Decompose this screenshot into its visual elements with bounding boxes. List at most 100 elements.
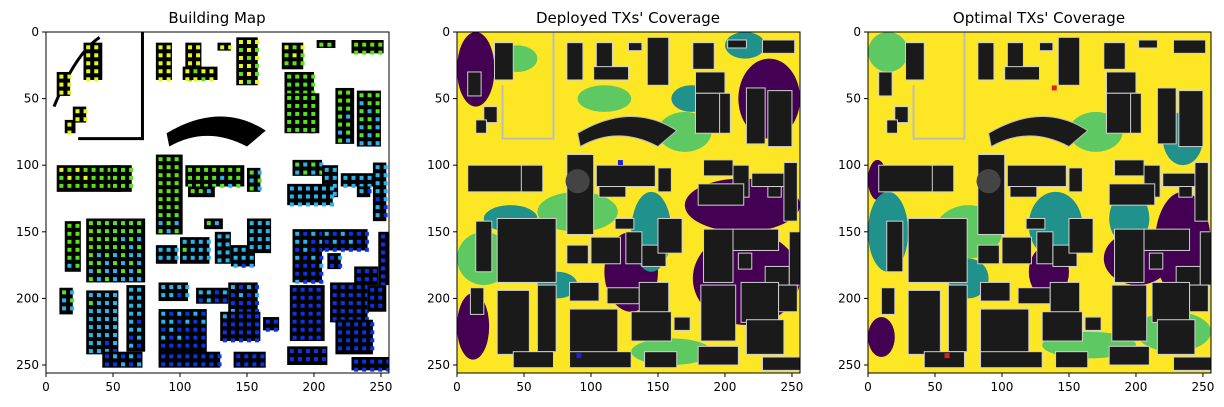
building-dot (295, 271, 300, 276)
building-dot (190, 189, 195, 194)
building-dot (67, 74, 72, 79)
building-dot (265, 327, 270, 332)
y-tick-label: 100 (427, 158, 450, 172)
building (657, 167, 672, 193)
building-dot (273, 319, 278, 324)
building-dot (83, 183, 88, 188)
building-curved (577, 116, 678, 148)
building-dot (129, 295, 134, 300)
building-dot (88, 221, 93, 226)
building (494, 42, 514, 81)
y-tick-label: 250 (427, 358, 450, 372)
building-dot (255, 338, 260, 343)
building-dot (121, 183, 126, 188)
building-dot (289, 186, 294, 191)
building (1189, 284, 1209, 313)
building-dot (158, 45, 163, 50)
building-dot (238, 71, 243, 76)
building-dot (112, 277, 118, 282)
building-dot (166, 165, 171, 170)
building-dot (83, 175, 88, 180)
building-dot (201, 362, 206, 367)
building-dot (356, 285, 361, 290)
building-dot (212, 175, 217, 180)
building-dot (99, 167, 104, 172)
building-dot (206, 221, 211, 226)
building (475, 119, 487, 134)
building-dot (316, 327, 321, 332)
building-dot (308, 335, 313, 340)
building-dot (185, 343, 190, 348)
building-dot (112, 229, 118, 234)
building-dot (59, 175, 64, 180)
building-dot (380, 234, 385, 239)
building (719, 92, 731, 134)
building-dot (83, 117, 88, 122)
building-dot (383, 173, 388, 178)
building-dot (129, 335, 134, 340)
deployed-coverage-image (457, 32, 800, 373)
x-tick-label: 200 (1125, 380, 1148, 394)
building-dot (284, 45, 289, 50)
building-dot (367, 189, 372, 194)
building-round (565, 169, 590, 194)
building-dot (193, 319, 198, 324)
building-dot (311, 111, 316, 116)
building-dot (185, 77, 190, 82)
building-dot (305, 202, 310, 207)
building-dot (308, 311, 313, 316)
building-dot (383, 205, 388, 210)
building-dot (300, 287, 305, 292)
building-dot (375, 141, 380, 146)
building-dot (303, 95, 308, 100)
building-dot (177, 327, 182, 332)
building-dot (311, 119, 316, 124)
building-dot (188, 45, 193, 50)
building-dot (303, 111, 308, 116)
building-dot (198, 290, 203, 295)
building-dot (67, 122, 72, 127)
building-dot (177, 343, 182, 348)
building-dot (75, 239, 80, 244)
building (628, 42, 643, 52)
building-dot (255, 79, 260, 84)
building-dot (193, 77, 198, 82)
building-dot (255, 71, 260, 76)
building-dot (137, 221, 142, 226)
building-dot (364, 231, 369, 236)
building-dot (112, 237, 118, 242)
building-dot (287, 95, 292, 100)
building-dot (249, 237, 254, 242)
building-dot (104, 354, 109, 359)
building-dot (137, 245, 142, 250)
building-dot (222, 298, 227, 303)
building-dot (346, 106, 351, 111)
building-dot (346, 322, 351, 327)
building-dot (182, 255, 187, 260)
building-dot (129, 354, 134, 359)
building-dot (287, 82, 292, 87)
building-dot (129, 167, 134, 172)
building-dot (169, 335, 174, 340)
building-dot (137, 269, 142, 274)
building (1025, 217, 1046, 230)
building-dot (303, 255, 308, 260)
building-dot (96, 309, 101, 314)
building-dot (62, 290, 67, 295)
building (590, 236, 621, 265)
x-tick-label: 150 (236, 380, 259, 394)
building-dot (188, 61, 193, 66)
building-dot (94, 53, 99, 58)
building-dot (383, 189, 388, 194)
building-dot (348, 247, 353, 252)
building-dot (311, 263, 316, 268)
building-dot (367, 183, 372, 188)
building-dot (338, 255, 343, 260)
building-dot (206, 247, 211, 252)
building-dot (174, 213, 179, 218)
building-dot (225, 242, 230, 247)
building-dot (367, 101, 372, 106)
building (745, 87, 766, 145)
